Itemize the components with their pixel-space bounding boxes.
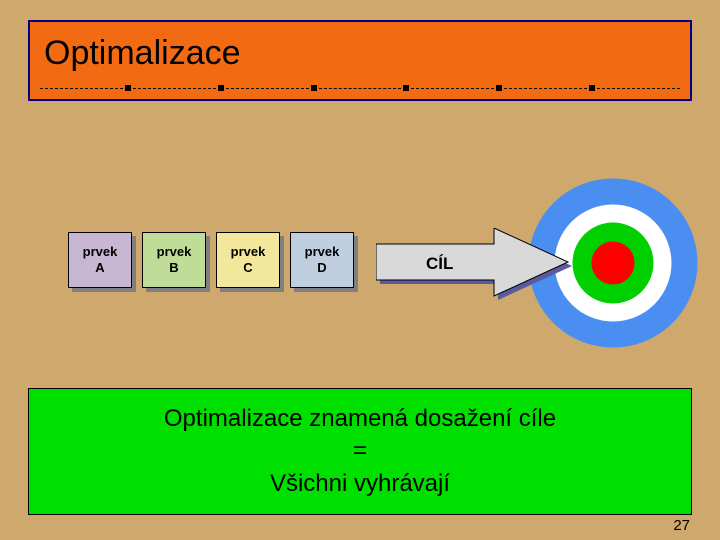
element-d: prvek D xyxy=(290,232,354,288)
slide-title: Optimalizace xyxy=(44,34,676,73)
title-box: Optimalizace xyxy=(28,20,692,101)
element-d-box: prvek D xyxy=(290,232,354,288)
element-a-line2: A xyxy=(95,260,104,276)
element-a-line1: prvek xyxy=(83,244,118,260)
element-b-line2: B xyxy=(169,260,178,276)
element-b-box: prvek B xyxy=(142,232,206,288)
slide: Optimalizace CÍL xyxy=(0,0,720,540)
conclusion-line1: Optimalizace znamená dosažení cíle xyxy=(39,403,681,435)
element-c-box: prvek C xyxy=(216,232,280,288)
element-d-line1: prvek xyxy=(305,244,340,260)
conclusion-box: Optimalizace znamená dosažení cíle = Vši… xyxy=(28,388,692,515)
conclusion-line2: = xyxy=(39,435,681,467)
conclusion-line3: Všichni vyhrávají xyxy=(39,468,681,500)
element-d-line2: D xyxy=(317,260,326,276)
elements-row: prvek A prvek B prvek C xyxy=(68,232,354,288)
target-ring-4 xyxy=(592,242,634,284)
element-b: prvek B xyxy=(142,232,206,288)
element-b-line1: prvek xyxy=(157,244,192,260)
arrow-label: CÍL xyxy=(426,254,453,273)
element-c-line1: prvek xyxy=(231,244,266,260)
element-c-line2: C xyxy=(243,260,252,276)
diagram-area: CÍL prvek A prvek B prvek xyxy=(28,170,692,350)
goal-arrow: CÍL xyxy=(376,228,576,313)
element-a: prvek A xyxy=(68,232,132,288)
arrow-shape xyxy=(376,228,568,296)
element-c: prvek C xyxy=(216,232,280,288)
decorative-dashed-line xyxy=(30,85,690,91)
page-number: 27 xyxy=(673,517,690,534)
element-a-box: prvek A xyxy=(68,232,132,288)
